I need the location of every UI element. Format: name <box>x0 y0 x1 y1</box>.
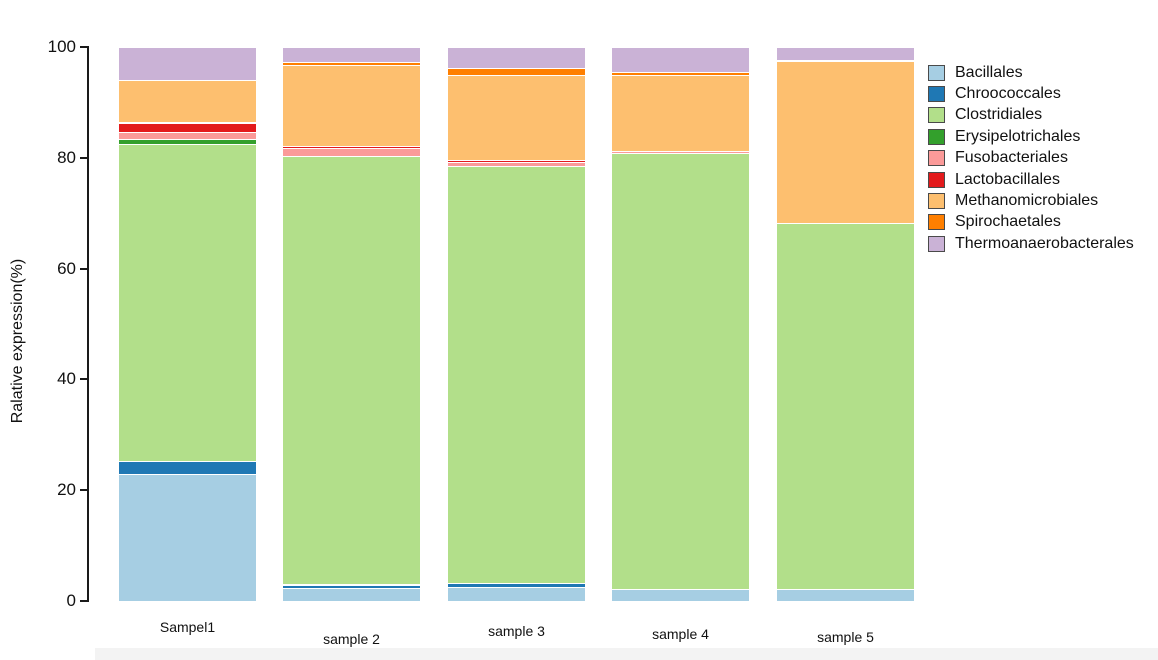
legend-swatch-icon <box>928 86 945 103</box>
legend-item-fusobacteriales: Fusobacteriales <box>928 148 1134 169</box>
x-axis-label-4: sample 4 <box>652 626 709 642</box>
bar-segment-thermoanaerobacterales <box>283 48 420 62</box>
legend-label: Fusobacteriales <box>955 149 1068 167</box>
bar-segment-clostridiales <box>777 224 914 589</box>
legend-swatch-icon <box>928 107 945 124</box>
legend-item-chroococcales: Chroococcales <box>928 83 1134 104</box>
stacked-bar-sampel1 <box>119 0 256 660</box>
bar-segment-methanomicrobiales <box>119 81 256 123</box>
bar-segment-bacillales <box>119 474 256 601</box>
legend-swatch-icon <box>928 171 945 188</box>
bar-segment-methanomicrobiales <box>448 76 585 161</box>
legend-item-spirochaetales: Spirochaetales <box>928 212 1134 233</box>
legend-item-methanomicrobiales: Methanomicrobiales <box>928 190 1134 211</box>
bar-segment-spirochaetales <box>612 73 749 75</box>
legend-item-erysipelotrichales: Erysipelotrichales <box>928 126 1134 147</box>
bar-segment-erysipelotrichales <box>119 140 256 144</box>
x-axis-label-5: sample 5 <box>817 629 874 645</box>
bar-segment-chroococcales <box>448 584 585 588</box>
y-tick-mark <box>80 378 88 381</box>
y-tick-label: 60 <box>57 258 76 278</box>
y-tick-label: 0 <box>66 591 76 610</box>
legend-swatch-icon <box>928 128 945 145</box>
bar-segment-thermoanaerobacterales <box>119 48 256 81</box>
stacked-bar-sample-3 <box>448 0 585 660</box>
y-tick-label: 80 <box>57 147 76 167</box>
legend-item-lactobacillales: Lactobacillales <box>928 169 1134 190</box>
bar-segment-thermoanaerobacterales <box>777 48 914 61</box>
bar-segment-thermoanaerobacterales <box>612 48 749 72</box>
bar-segment-methanomicrobiales <box>777 61 914 224</box>
bottom-strip <box>95 648 1158 660</box>
y-tick-label: 20 <box>57 480 76 500</box>
x-axis-label-2: sample 2 <box>323 631 380 647</box>
legend-label: Thermoanaerobacterales <box>955 234 1134 252</box>
y-tick-mark <box>80 156 88 159</box>
bar-segment-bacillales <box>612 590 749 601</box>
bar-segment-fusobacteriales <box>448 163 585 167</box>
y-tick-mark <box>80 489 88 492</box>
y-tick-mark <box>80 600 88 602</box>
bar-segment-lactobacillales <box>119 123 256 132</box>
legend-swatch-icon <box>928 214 945 231</box>
bar-segment-methanomicrobiales <box>283 65 420 146</box>
stacked-bar-sample-5 <box>777 0 914 660</box>
x-axis-label-3: sample 3 <box>488 623 545 639</box>
legend-label: Clostridiales <box>955 106 1043 124</box>
legend-label: Lactobacillales <box>955 170 1060 188</box>
y-tick-mark <box>80 46 88 48</box>
bar-segment-chroococcales <box>283 585 420 589</box>
legend-item-bacillales: Bacillales <box>928 62 1134 83</box>
stacked-bar-sample-4 <box>612 0 749 660</box>
bar-segment-clostridiales <box>283 156 420 585</box>
stacked-bar-sample-2 <box>283 0 420 660</box>
x-axis-label-1: Sampel1 <box>159 619 216 635</box>
legend-swatch-icon <box>928 193 945 210</box>
y-tick-label: 40 <box>57 369 76 389</box>
bar-segment-spirochaetales <box>448 69 585 76</box>
y-tick-mark <box>80 267 88 270</box>
legend-label: Bacillales <box>955 63 1023 81</box>
legend-label: Spirochaetales <box>955 213 1061 231</box>
bar-segment-thermoanaerobacterales <box>448 48 585 69</box>
bar-segment-clostridiales <box>448 167 585 584</box>
bar-segment-clostridiales <box>119 145 256 461</box>
legend-label: Erysipelotrichales <box>955 127 1081 145</box>
bar-segment-fusobacteriales <box>283 149 420 156</box>
bar-segment-fusobacteriales <box>119 132 256 139</box>
legend: Bacillales Chroococcales Clostridiales Erys… <box>928 62 1134 255</box>
bar-segment-clostridiales <box>612 154 749 589</box>
bar-segment-lactobacillales <box>283 146 420 148</box>
legend-label: Methanomicrobiales <box>955 192 1099 210</box>
bar-segment-fusobacteriales <box>612 151 749 153</box>
bar-segment-spirochaetales <box>283 63 420 65</box>
legend-item-clostridiales: Clostridiales <box>928 105 1134 126</box>
bar-segment-chroococcales <box>119 462 256 474</box>
legend-label: Chroococcales <box>955 85 1061 103</box>
legend-item-thermoanaerobacterales: Thermoanaerobacterales <box>928 233 1134 254</box>
legend-swatch-icon <box>928 150 945 167</box>
y-axis-line <box>87 46 89 602</box>
bar-segment-lactobacillales <box>448 161 585 163</box>
y-axis-title: Ralative expression(%) <box>9 258 26 424</box>
bar-segment-bacillales <box>777 590 914 601</box>
bar-segment-bacillales <box>283 589 420 601</box>
legend-swatch-icon <box>928 64 945 81</box>
legend-swatch-icon <box>928 235 945 252</box>
y-tick-label: 100 <box>47 37 76 56</box>
bar-segment-bacillales <box>448 588 585 601</box>
bar-segment-methanomicrobiales <box>612 75 749 151</box>
